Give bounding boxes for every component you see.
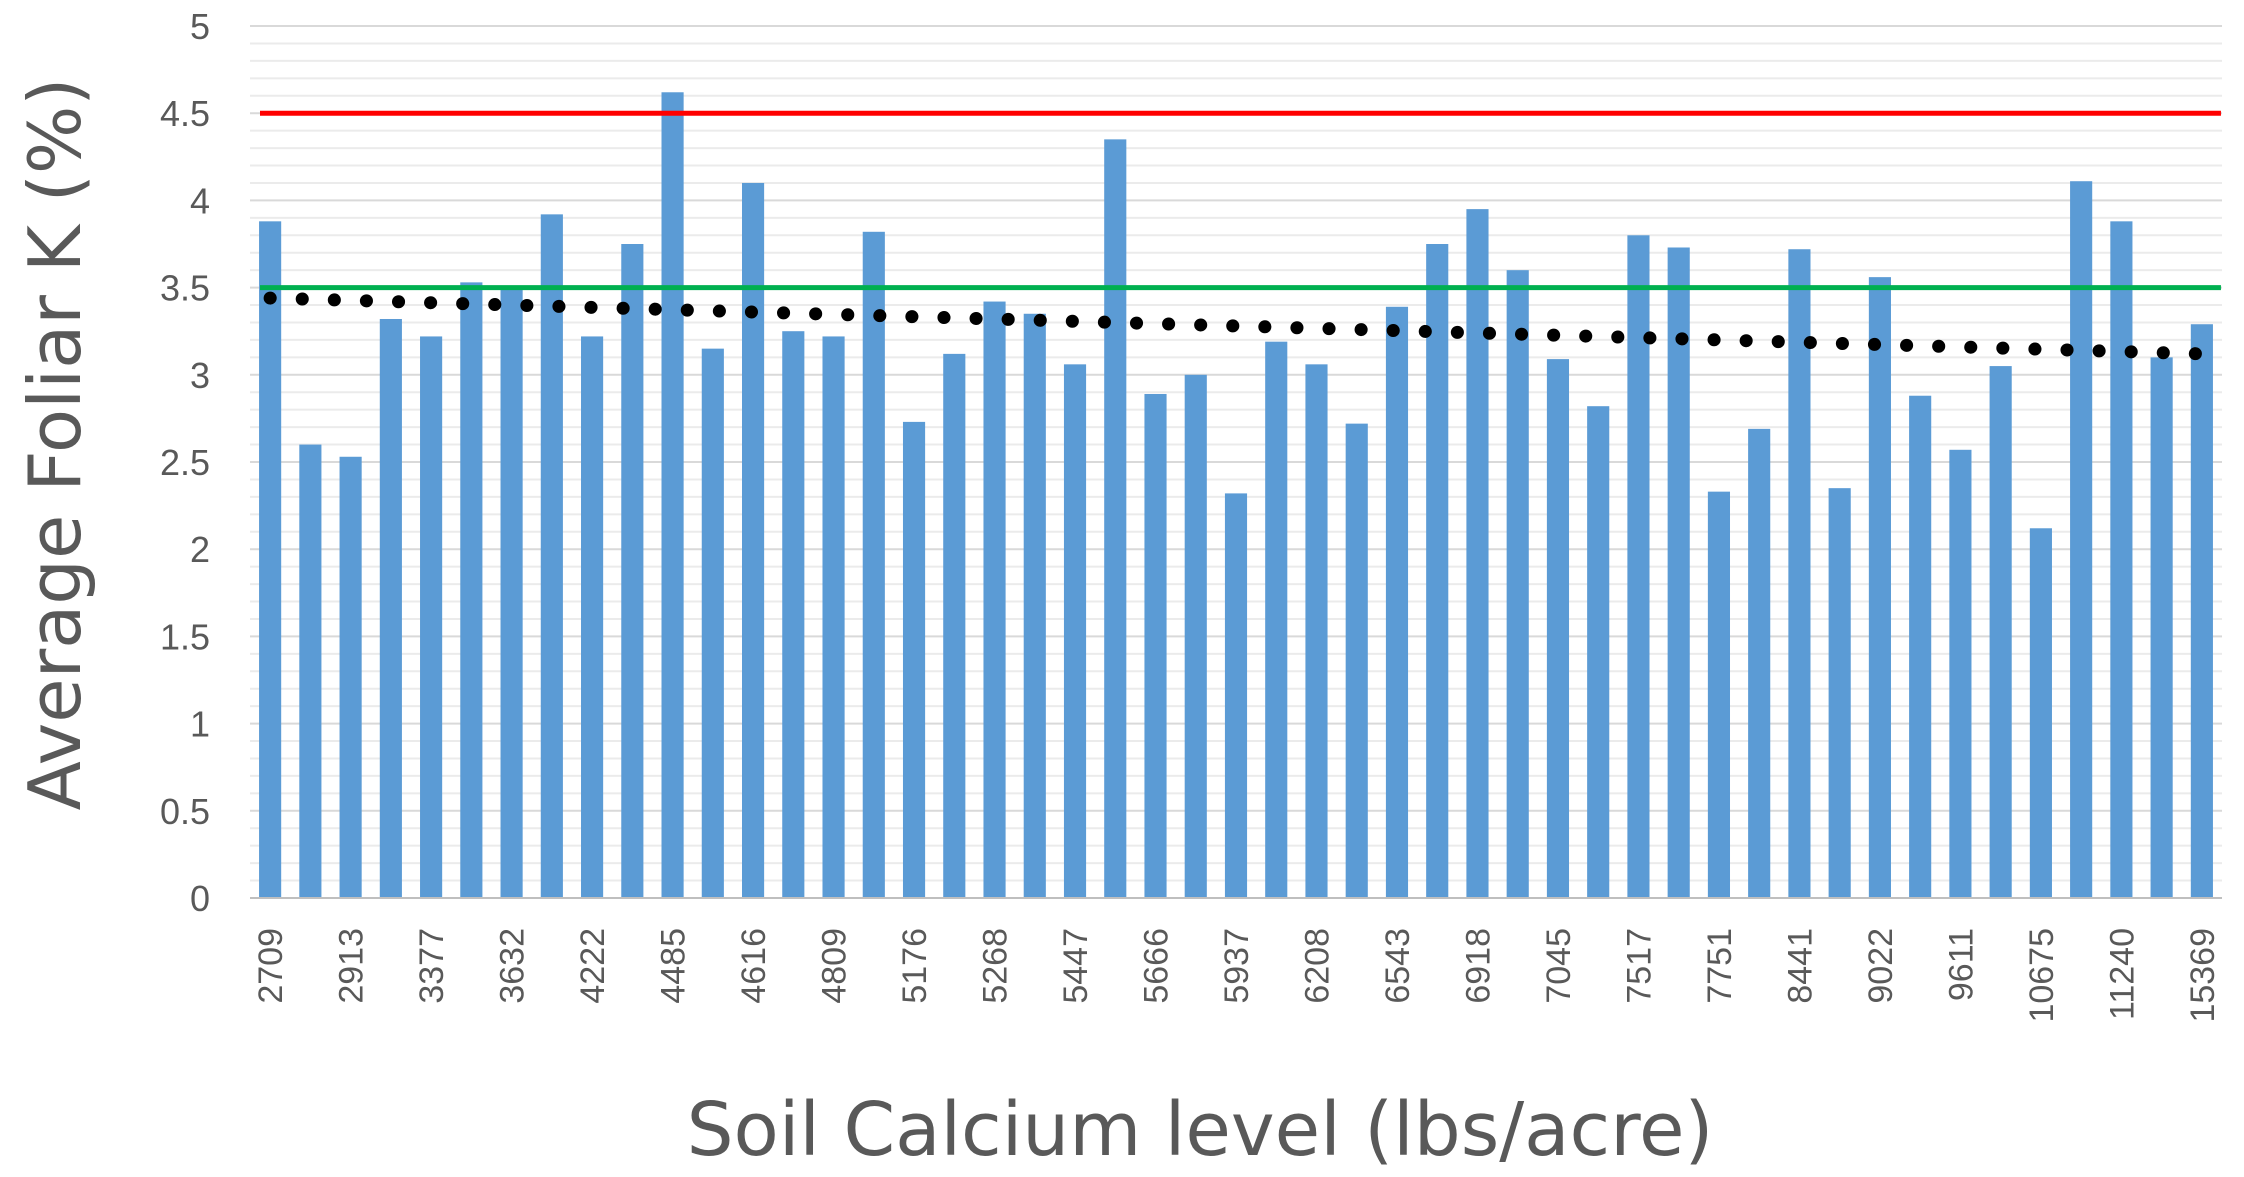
bar	[902, 421, 926, 898]
bar	[1426, 244, 1449, 898]
x-tick-label: 7045	[1540, 928, 1578, 1004]
x-tick-label: 4616	[735, 928, 773, 1004]
y-axis-title: Average Foliar K (%)	[13, 78, 97, 811]
x-tick-label: 7751	[1701, 928, 1739, 1004]
bar	[460, 282, 483, 898]
bar	[2070, 181, 2093, 898]
y-tick-label: 1	[190, 704, 210, 745]
reference-lines	[260, 110, 2221, 291]
x-tick-label: 4222	[574, 928, 612, 1004]
bar	[1949, 449, 1972, 898]
bar	[782, 331, 805, 898]
bar	[339, 456, 362, 898]
x-tick-label: 15369	[2184, 928, 2222, 1023]
y-tick-label: 4.5	[160, 93, 210, 134]
x-tick-label: 3377	[413, 928, 451, 1004]
y-tick-label: 0	[190, 878, 210, 919]
trendline-dotted	[263, 291, 2209, 361]
y-tick-label: 5	[190, 6, 210, 47]
y-tick-label: 4	[190, 180, 210, 221]
bar	[661, 92, 684, 899]
bar	[2150, 357, 2173, 898]
x-tick-label: 11240	[2103, 928, 2141, 1020]
bar	[1224, 493, 1248, 898]
bar	[2110, 221, 2133, 898]
bar	[420, 336, 443, 898]
x-tick-label: 9611	[1942, 928, 1980, 1001]
x-axis-title: Soil Calcium level (lbs/acre)	[687, 1087, 1714, 1173]
bar	[1506, 270, 1529, 898]
x-tick-label: 6543	[1379, 928, 1417, 1004]
x-tick-label: 3632	[494, 928, 532, 1004]
bar	[1546, 359, 1570, 898]
y-tick-label: 3	[190, 355, 210, 396]
bar-series	[259, 92, 2213, 899]
x-tick-label: 6918	[1459, 928, 1497, 1004]
bar	[1345, 423, 1368, 898]
bar	[1707, 491, 1731, 898]
bar	[1788, 249, 1811, 898]
bar	[1989, 366, 2012, 899]
y-tick-label: 2	[190, 529, 210, 570]
bar	[1144, 393, 1167, 898]
bar	[1868, 277, 1891, 898]
x-tick-label: 5268	[977, 928, 1015, 1004]
bar	[1184, 374, 1207, 898]
bar	[299, 444, 322, 898]
x-tick-label: 4485	[655, 928, 693, 1004]
bar	[1909, 395, 1932, 898]
x-tick-label: 5666	[1138, 928, 1176, 1004]
bar	[621, 244, 644, 898]
bar	[983, 301, 1006, 898]
bar	[701, 348, 724, 898]
bar	[1385, 306, 1409, 898]
y-tick-label: 2.5	[160, 442, 210, 483]
bar	[1748, 428, 1771, 898]
x-tick-label: 9022	[1862, 928, 1900, 1004]
y-tick-label: 1.5	[160, 616, 210, 657]
bar	[741, 182, 765, 898]
bar	[1466, 209, 1489, 898]
trendline	[263, 291, 2209, 361]
x-tick-label: 8441	[1781, 928, 1819, 1004]
bar	[1063, 364, 1087, 898]
x-tick-label: 5447	[1057, 928, 1095, 1004]
axes: 0 0.5 1 1.5 2 2.5 3 3.5 4 4.5 5 2709 2913 3377 3632 422…	[160, 6, 2222, 1023]
bar	[1587, 406, 1610, 898]
x-tick-label: 7517	[1620, 928, 1658, 1004]
x-tick-label: 2709	[252, 928, 290, 1004]
y-tick-label: 0.5	[160, 791, 210, 832]
bar	[943, 353, 966, 898]
bar	[1627, 235, 1650, 898]
x-tick-label: 2913	[333, 928, 371, 1004]
bar	[1305, 364, 1328, 898]
bar	[2029, 528, 2052, 898]
x-tick-label: 5176	[896, 928, 934, 1004]
bar	[259, 221, 282, 898]
bar	[2190, 324, 2213, 898]
x-tick-label: 6208	[1298, 928, 1336, 1004]
bar	[1828, 488, 1851, 898]
y-tick-label: 3.5	[160, 268, 210, 309]
x-tick-label: 10675	[2023, 928, 2061, 1023]
x-tick-label: 5937	[1218, 928, 1256, 1004]
bar	[822, 336, 845, 898]
bar	[379, 318, 402, 898]
bar	[581, 336, 604, 898]
bar	[862, 231, 885, 899]
x-tick-label: 4809	[816, 928, 854, 1004]
bar	[1023, 313, 1046, 898]
bar	[500, 287, 523, 899]
bar	[1104, 139, 1127, 899]
bar	[540, 214, 563, 899]
bar	[1667, 247, 1690, 898]
bar	[1265, 341, 1288, 898]
